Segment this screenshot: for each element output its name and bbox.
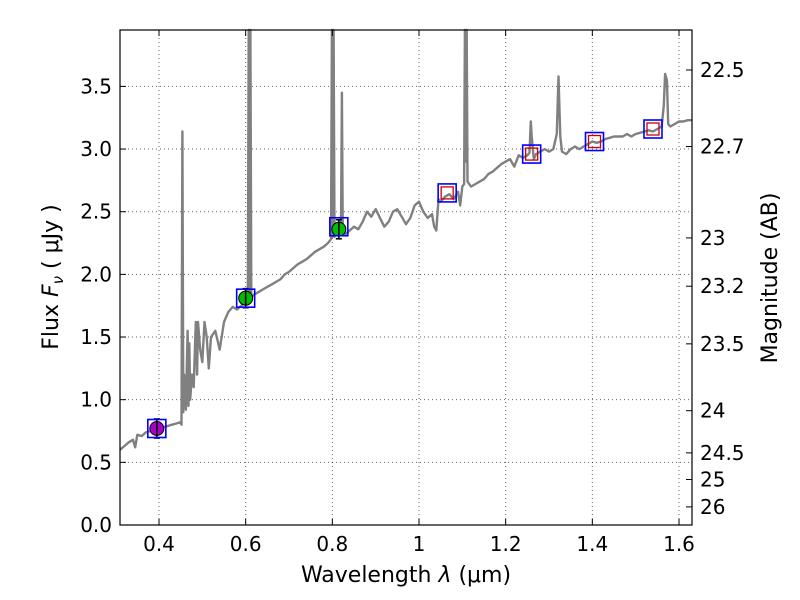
y2-tick-label: 23.5 [700,332,745,356]
spectrum-layer [119,28,692,451]
y2-tick-label: 24 [700,399,725,423]
x-tick-label: 0.4 [143,532,175,556]
y-axis-title: Flux Fν ( μJy ) [39,204,67,349]
y-tick-label: 0.0 [80,513,112,537]
y-tick-label: 3.5 [80,74,112,98]
model-box [437,183,457,203]
x-tick-label: 1 [413,532,426,556]
filter-box [587,134,602,149]
model-box [584,131,605,152]
model-box [329,216,349,237]
y-tick-label: 0.5 [80,450,112,474]
y-tick-label: 3.0 [80,137,112,161]
plot-frame [119,29,693,526]
model-box [643,119,663,139]
x-tick-label: 1.2 [490,532,522,556]
filter-box [646,122,660,136]
filter-box [440,186,454,200]
y2-tick-label: 23.2 [700,274,745,298]
y2-axis-title: Magnitude (AB) [758,193,783,364]
model-box [521,144,542,164]
x-tick-label: 1.4 [576,532,608,556]
grid-layer [120,30,692,525]
y-tick-label: 1.5 [80,325,112,349]
x-axis-title: Wavelength λ (μm) [301,563,511,588]
x-tick-label: 0.6 [230,532,262,556]
y2-tick-label: 25 [700,468,725,492]
y2-tick-label: 22.7 [700,135,745,159]
y2-tick-label: 24.5 [700,441,745,465]
y-tick-label: 2.0 [80,262,112,286]
spectrum-line [119,28,692,451]
y2-tick-label: 22.5 [700,58,745,82]
filter-box [525,147,539,161]
x-tick-label: 0.8 [316,532,348,556]
x-axis-lambda: λ [437,563,451,588]
tick-layer: 0.4 0.6 0.8 1 1.2 1.4 1.6 0.0 0.5 1.0 1.5 2.0 2.5 3.0… [80,30,745,556]
model-box [235,288,256,308]
x-tick-label: 1.6 [663,532,695,556]
y2-tick-label: 26 [700,495,725,519]
y2-tick-label: 23 [700,226,725,250]
model-box [147,418,167,439]
y-tick-label: 1.0 [80,388,112,412]
marker-layer [147,119,663,439]
y-tick-label: 2.5 [80,200,112,224]
